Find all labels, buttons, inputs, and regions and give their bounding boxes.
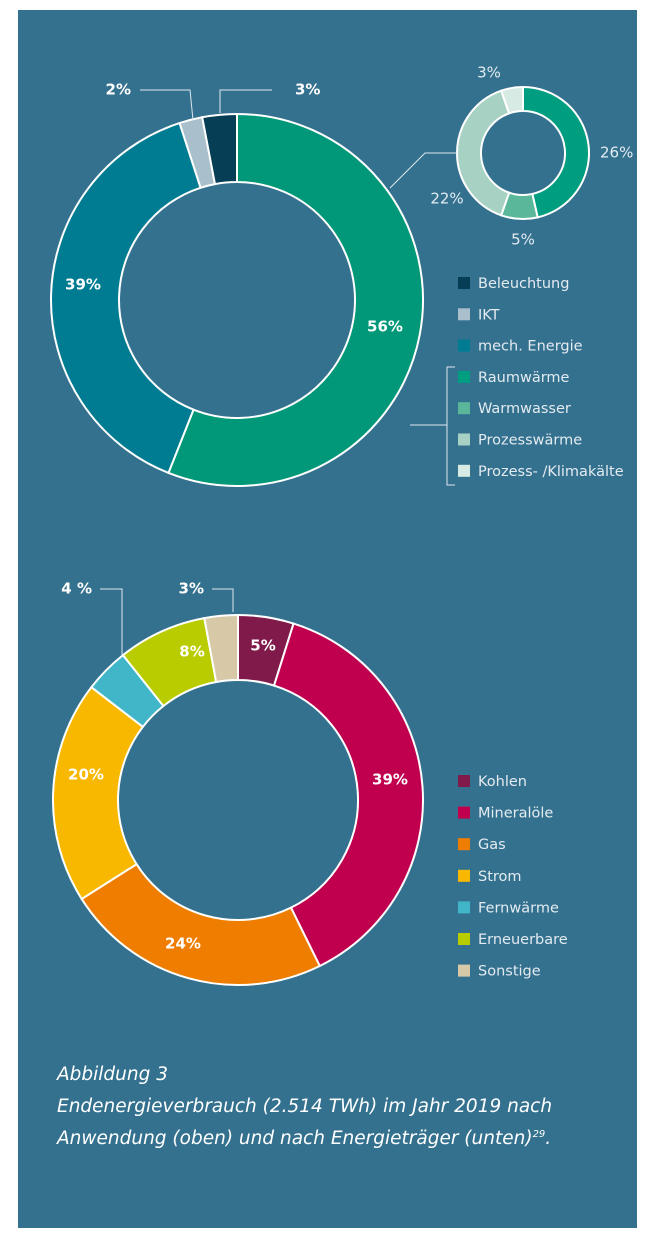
donut-segment [456, 89, 511, 217]
caption-body: Endenergieverbrauch (2.514 TWh) im Jahr … [57, 1096, 553, 1149]
legend-swatch [458, 370, 470, 383]
footnote: 29 [532, 1128, 546, 1140]
leader-line [446, 366, 455, 486]
donut-segment [522, 85, 590, 219]
caption-label: Abbildung 3 [57, 1064, 169, 1085]
value-label: 22% [430, 190, 463, 208]
legend-swatch [458, 964, 470, 977]
leader-line [212, 588, 234, 612]
value-label: 4 % [61, 580, 92, 598]
leader-line [140, 89, 194, 121]
value-label: 5% [250, 637, 275, 655]
legend-label: mech. Energie [478, 339, 583, 355]
legend-swatch [458, 308, 470, 321]
legend-label: Gas [478, 837, 506, 853]
legend-swatch [458, 464, 470, 477]
legend-label: Strom [478, 869, 522, 885]
caption-text: Endenergieverbrauch (2.514 TWh) im Jahr … [57, 1091, 617, 1155]
legend-label: Prozess- /Klimakälte [478, 464, 624, 480]
donut-segment [52, 685, 145, 901]
leader-line [100, 588, 123, 655]
value-label: 3% [477, 64, 501, 82]
donut-segment [203, 613, 239, 684]
leader-line [389, 152, 457, 189]
legend-label: Erneuerbare [478, 932, 568, 948]
legend-swatch [458, 775, 470, 787]
value-label: 20% [68, 766, 104, 784]
legend-label: Beleuchtung [478, 276, 569, 292]
legend-label: Kohlen [478, 774, 527, 790]
value-label: 39% [372, 771, 408, 789]
legend-label: Mineralöle [478, 806, 553, 822]
donut-segment [167, 112, 424, 487]
legend-swatch [458, 838, 470, 851]
value-label: 3% [179, 580, 204, 598]
value-label: 39% [65, 276, 101, 294]
legend-label: Sonstige [478, 964, 541, 980]
donut-segment [272, 622, 424, 968]
legend-swatch [458, 339, 470, 352]
caption: Abbildung 3 Endenergieverbrauch (2.514 T… [57, 1059, 617, 1155]
value-label: 5% [511, 231, 535, 249]
legend-label: Raumwärme [478, 370, 570, 386]
value-label: 8% [179, 643, 204, 661]
caption-end: . [545, 1128, 552, 1149]
legend-label: IKT [478, 307, 500, 323]
leader-line [219, 89, 272, 113]
legend-label: Fernwärme [478, 900, 559, 916]
donut-segment [50, 121, 202, 475]
value-label: 24% [165, 935, 201, 953]
legend-swatch [458, 433, 470, 446]
legend-swatch [458, 901, 470, 914]
legend-swatch [458, 402, 470, 415]
donut-segment [178, 116, 217, 190]
donut-segment [499, 85, 524, 115]
value-label: 56% [367, 318, 403, 336]
legend-swatch [458, 277, 470, 289]
legend-swatch [458, 806, 470, 819]
legend-swatch [458, 869, 470, 882]
legend-label: Warmwasser [478, 401, 571, 417]
legend-swatch [458, 933, 470, 945]
legend-label: Prozesswärme [478, 433, 582, 449]
value-label: 26% [600, 144, 633, 162]
donut-segment [80, 862, 322, 986]
value-label: 2% [106, 81, 131, 99]
value-label: 3% [295, 81, 320, 99]
